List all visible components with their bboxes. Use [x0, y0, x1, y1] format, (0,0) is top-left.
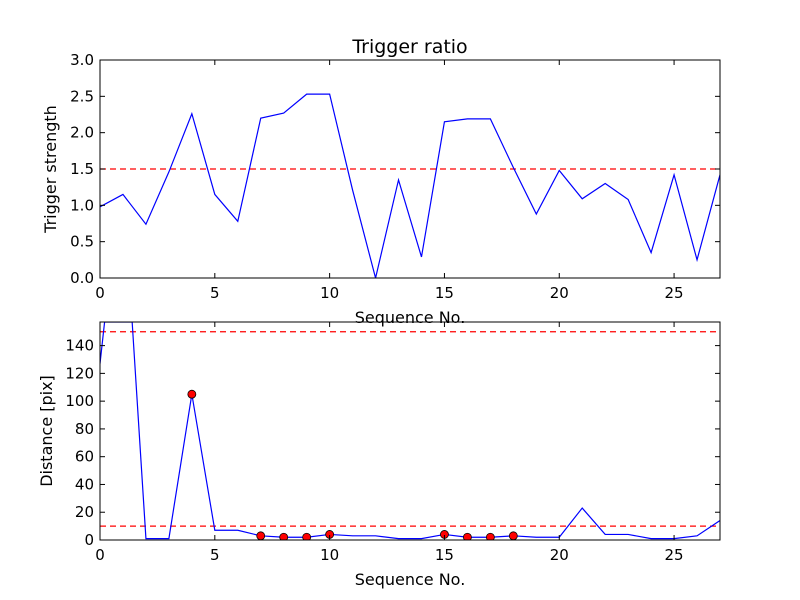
x-tick-label: 0: [95, 284, 105, 302]
y-tick-label: 0.0: [70, 269, 94, 287]
y-tick-label: 60: [75, 448, 94, 466]
y-tick-label: 1.0: [70, 196, 94, 214]
plot-area: [100, 322, 720, 540]
y-tick-label: 100: [65, 392, 94, 410]
x-axis-label: Sequence No.: [355, 570, 466, 589]
data-point-marker: [508, 531, 518, 540]
trigger-ratio-plot: Trigger ratio Sequence No. Trigger stren…: [41, 36, 721, 327]
x-tick-label: 5: [210, 284, 220, 302]
x-tick-label: 20: [550, 284, 569, 302]
y-tick-label: 2.0: [70, 124, 94, 142]
x-tick-label: 10: [320, 546, 339, 564]
plot-frame: [99, 321, 721, 541]
y-tick-label: 3.0: [70, 51, 94, 69]
y-tick-label: 1.5: [70, 160, 94, 178]
x-tick-label: 20: [550, 546, 569, 564]
plot-area: [100, 93, 720, 278]
x-tick-label: 15: [435, 546, 454, 564]
x-axis-label: Sequence No.: [355, 308, 466, 327]
series-line: [100, 93, 720, 278]
y-tick-label: 0.5: [70, 233, 94, 251]
x-tick-label: 10: [320, 284, 339, 302]
y-tick-label: 40: [75, 475, 94, 493]
x-tick-label: 25: [665, 546, 684, 564]
data-point-marker: [187, 389, 197, 399]
y-axis-label: Trigger strength: [41, 105, 60, 234]
y-tick-label: 80: [75, 420, 94, 438]
x-tick-label: 0: [95, 546, 105, 564]
x-tick-label: 5: [210, 546, 220, 564]
data-point-marker: [463, 532, 472, 540]
y-tick-label: 0: [84, 531, 94, 549]
y-tick-label: 140: [65, 337, 94, 355]
data-point-marker: [279, 532, 289, 540]
data-point-marker: [302, 532, 312, 540]
y-tick-label: 2.5: [70, 87, 94, 105]
distance-plot: Sequence No. Distance [pix] 0 5 10 15 20 25 0 2…: [37, 321, 721, 589]
data-point-marker: [485, 532, 495, 540]
chart-title: Trigger ratio: [351, 36, 467, 58]
y-axis-label: Distance [pix]: [37, 375, 56, 487]
y-tick-label: 120: [65, 364, 94, 382]
x-tick-label: 15: [435, 284, 454, 302]
y-tick-label: 20: [75, 503, 94, 521]
data-point-marker: [256, 531, 266, 540]
x-tick-label: 25: [665, 284, 684, 302]
series-line: [100, 322, 720, 540]
